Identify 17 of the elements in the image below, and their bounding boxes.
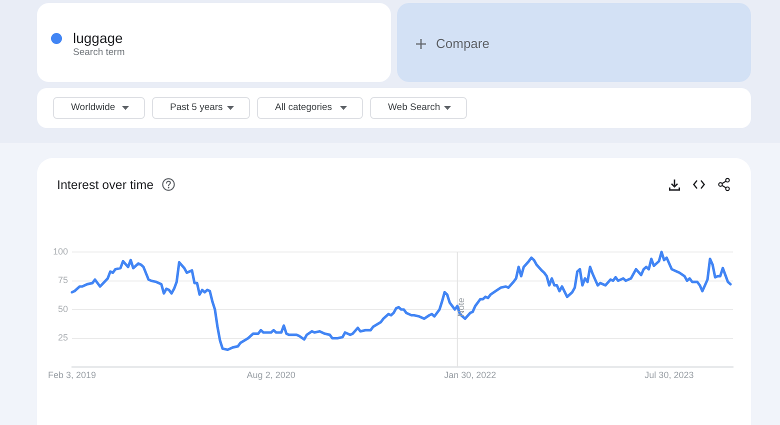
y-tick-label: 75 [58,275,68,286]
x-tick-label: Aug 2, 2020 [246,370,296,380]
y-tick-label: 100 [52,246,68,256]
y-tick-label: 50 [58,304,68,314]
x-tick-label: Jul 30, 2023 [644,370,694,380]
x-tick-label: Jan 30, 2022 [444,370,496,380]
text: Search term [73,47,125,59]
compare-button: Compare [397,3,751,82]
dropdown: Worldwide [53,97,145,119]
chart-title: Interest over time [57,177,154,193]
x-tick-label: Feb 3, 2019 [48,370,96,380]
legend-label: luggage [73,30,123,46]
dropdown: Web Search [370,97,467,119]
dropdown: Past 5 years [152,97,250,119]
y-tick-label: 25 [58,332,68,343]
ref-line-label: Note [456,298,466,317]
dropdown: All categories [257,97,363,119]
